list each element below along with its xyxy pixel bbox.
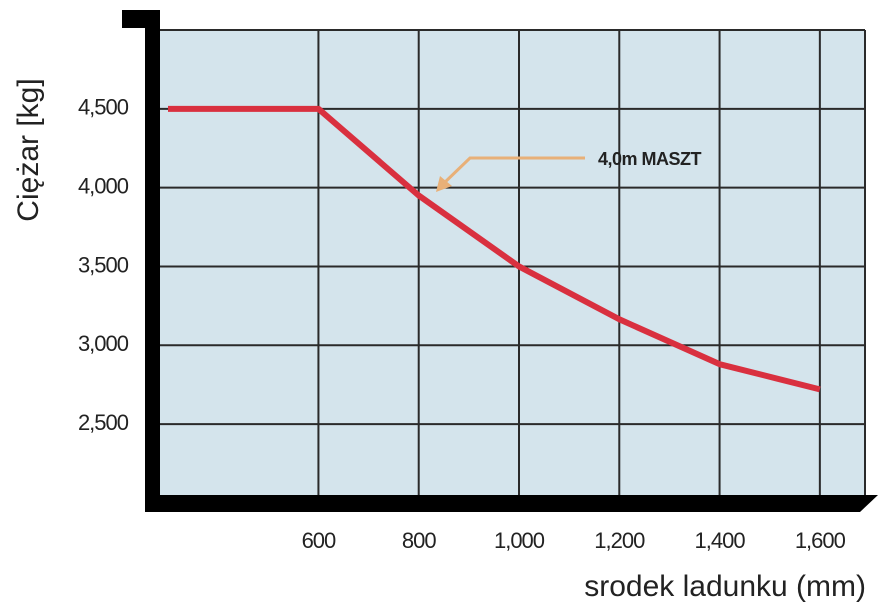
x-tick-label: 1,400	[695, 528, 746, 553]
y-tick-label: 3,500	[78, 252, 129, 277]
annotation-arrow	[440, 156, 585, 187]
x-tick-label: 800	[402, 528, 436, 553]
y-tick-label: 2,500	[78, 410, 129, 435]
x-tick-label: 1,000	[494, 528, 545, 553]
y-axis	[122, 10, 160, 510]
y-tick-label: 4,500	[78, 95, 129, 120]
data-line	[168, 105, 821, 393]
x-tick-label: 1,200	[594, 528, 645, 553]
annotation: 4,0m MASZT	[598, 149, 702, 169]
x-tick-label: 1,600	[795, 528, 846, 553]
x-axis	[145, 495, 878, 512]
y-tick-label: 3,000	[78, 331, 129, 356]
y-axis-title: Ciężar [kg]	[12, 78, 45, 221]
x-axis-title: srodek ladunku (mm)	[584, 570, 866, 603]
x-tick-label: 600	[302, 528, 336, 553]
annotation-arrowhead	[436, 176, 452, 192]
y-tick-label: 4,000	[78, 173, 129, 198]
